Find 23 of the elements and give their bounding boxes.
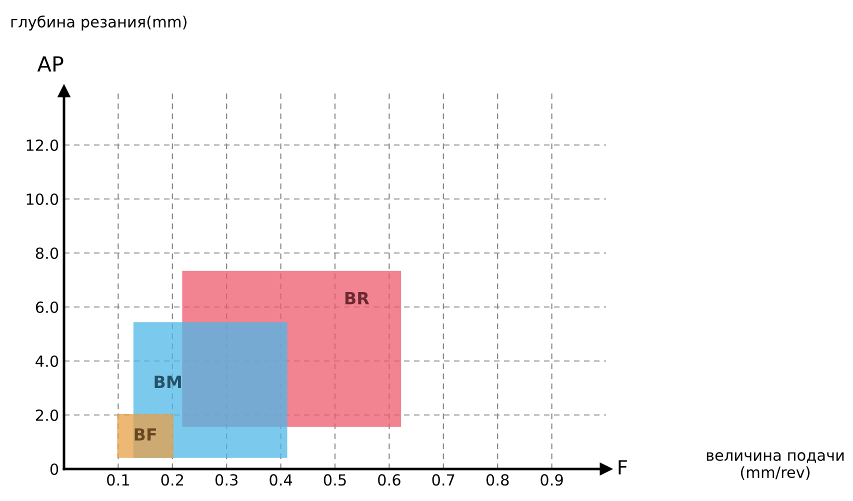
y-tick-label: 12.0 bbox=[26, 139, 58, 152]
x-axis-title: F bbox=[618, 460, 627, 474]
x-tick-label: 0.8 bbox=[486, 474, 509, 486]
x-tick-label: 0.5 bbox=[324, 474, 346, 486]
x-tick-label: 0.9 bbox=[540, 474, 563, 486]
y-tick-label: 4.0 bbox=[36, 355, 58, 368]
series-label: BM bbox=[154, 376, 181, 388]
y-tick-label: 10.0 bbox=[26, 193, 58, 206]
series-label: BR bbox=[345, 292, 370, 304]
y-tick-label: 2.0 bbox=[36, 409, 58, 422]
y-axis-title: AP bbox=[37, 56, 64, 72]
y-tick-label: 6.0 bbox=[36, 301, 58, 314]
x-tick-label: 0.4 bbox=[270, 474, 292, 486]
x-tick-label: 0.1 bbox=[107, 474, 129, 486]
x-tick-label: 0.3 bbox=[215, 474, 238, 486]
y-tick-label: 8.0 bbox=[36, 247, 58, 260]
text: глубина резания(mm) bbox=[11, 15, 186, 31]
x-tick-label: 0.6 bbox=[378, 474, 400, 486]
y-tick-label: 0 bbox=[50, 463, 58, 476]
text: величина подачи (mm/rev) bbox=[706, 452, 844, 480]
series-label: BF bbox=[134, 428, 156, 441]
x-tick-label: 0.7 bbox=[432, 474, 454, 486]
x-tick-label: 0.2 bbox=[161, 474, 184, 486]
